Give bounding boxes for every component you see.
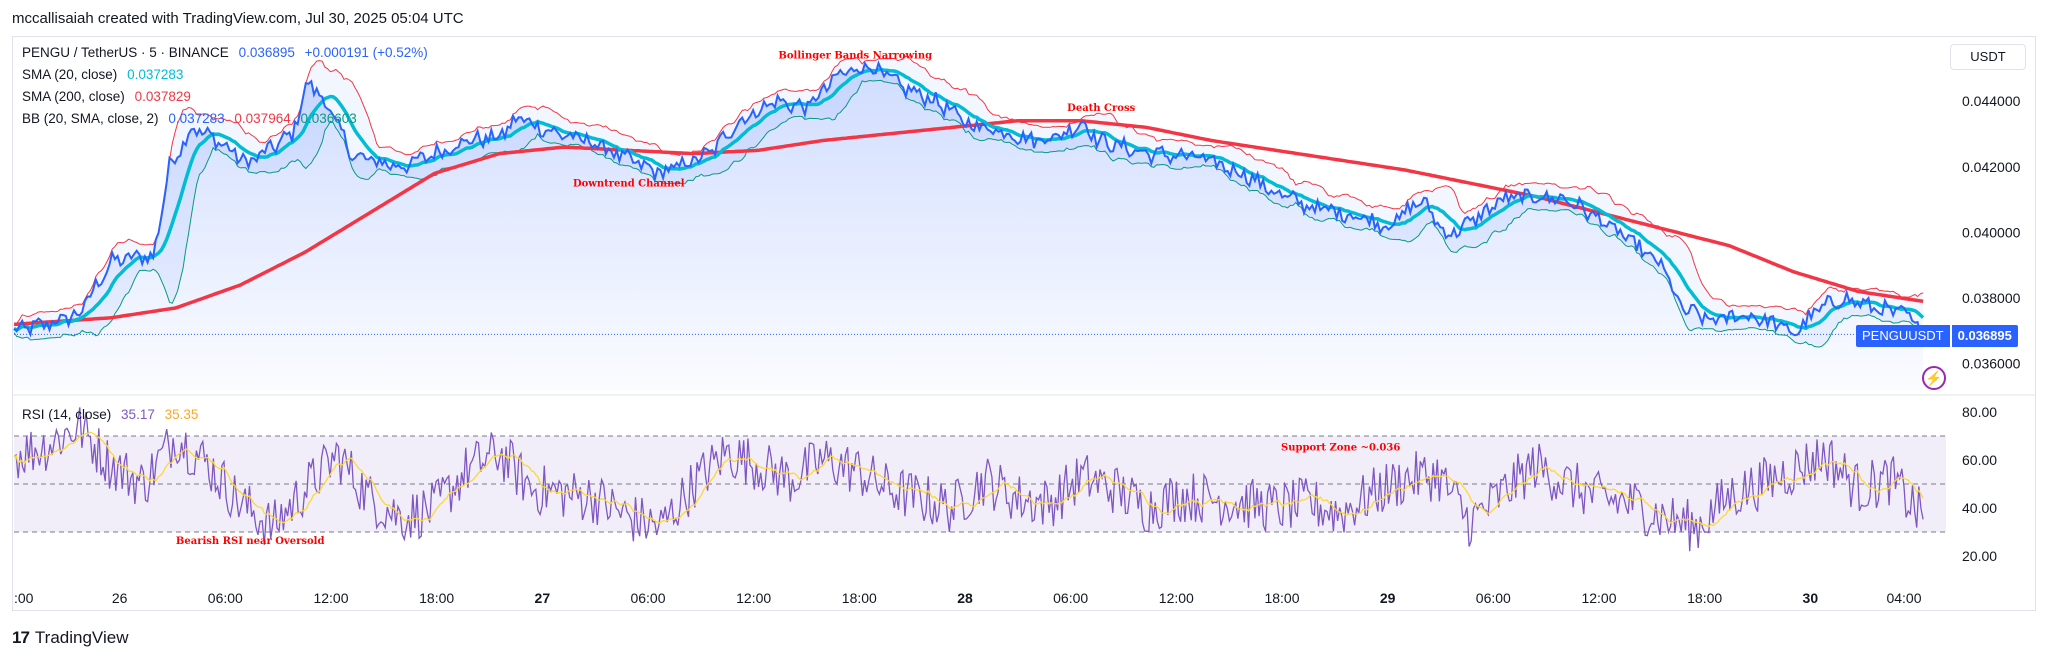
x-axis-tick: 26 — [112, 590, 128, 606]
chart-annotation: Bearish RSI near Oversold — [176, 536, 325, 547]
legend-sma200-label: SMA (200, close) — [22, 89, 125, 104]
x-axis-tick: 12:00 — [1581, 590, 1616, 606]
legend-main-change: +0.000191 (+0.52%) — [304, 45, 428, 60]
x-axis-tick: 06:00 — [1053, 590, 1088, 606]
x-axis-tick: 27 — [535, 590, 551, 606]
price-axis-tick: 0.044000 — [1962, 93, 2021, 109]
rsi-axis-tick: 20.00 — [1962, 548, 1997, 564]
x-axis-tick: 18:00 — [1264, 590, 1299, 606]
legend-rsi[interactable]: RSI (14, close) 35.17 35.35 — [22, 407, 204, 422]
sma20-line — [13, 67, 1925, 332]
x-axis-tick: 29 — [1380, 590, 1396, 606]
tradingview-logo-icon: 17 — [12, 628, 30, 647]
rsi-line — [13, 407, 1924, 552]
legend-sma20[interactable]: SMA (20, close) 0.037283 — [22, 67, 189, 82]
legend-bb-label: BB (20, SMA, close, 2) — [22, 111, 159, 126]
x-axis-tick: 06:00 — [630, 590, 665, 606]
legend-main[interactable]: PENGU / TetherUS · 5 · BINANCE 0.036895 … — [22, 45, 434, 60]
legend-bb[interactable]: BB (20, SMA, close, 2) 0.037283 0.037964… — [22, 111, 363, 126]
lightning-icon[interactable]: ⚡ — [1922, 366, 1946, 390]
legend-sma200[interactable]: SMA (200, close) 0.037829 — [22, 89, 197, 104]
x-axis-tick: 04:00 — [1886, 590, 1921, 606]
x-axis-tick: 18:00 — [419, 590, 454, 606]
x-axis-tick: 18:00 — [1687, 590, 1722, 606]
rsi-axis-tick: 60.00 — [1962, 452, 1997, 468]
chart-annotation: Bollinger Bands Narrowing — [778, 50, 932, 61]
tradingview-footer[interactable]: 17 TradingView — [12, 628, 128, 648]
x-axis-tick: 28 — [957, 590, 973, 606]
price-area-fill — [14, 63, 1924, 390]
x-axis-tick: 12:00 — [313, 590, 348, 606]
x-axis-tick: 18:00 — [842, 590, 877, 606]
x-axis-tick: 12:00 — [736, 590, 771, 606]
price-tag-symbol: PENGUUSDT — [1856, 325, 1950, 347]
price-axis-tick: 0.040000 — [1962, 224, 2021, 240]
price-line — [13, 60, 1924, 340]
rsi-axis-tick: 40.00 — [1962, 500, 1997, 516]
x-axis-tick: 06:00 — [1476, 590, 1511, 606]
price-tag-value: 0.036895 — [1951, 325, 2018, 347]
rsi-ma-line — [13, 431, 1924, 528]
bb-upper-line — [13, 55, 1924, 326]
price-axis-tick: 0.036000 — [1962, 356, 2021, 372]
currency-unit-button[interactable]: USDT — [1950, 44, 2026, 70]
bb-lower-line — [13, 79, 1924, 348]
footer-brand: TradingView — [34, 628, 129, 647]
legend-rsi-value: 35.17 — [121, 407, 155, 422]
x-axis-tick: :00 — [14, 590, 34, 606]
legend-bb-lower: 0.036603 — [300, 111, 357, 126]
legend-sma20-label: SMA (20, close) — [22, 67, 118, 82]
price-axis-tick: 0.038000 — [1962, 290, 2021, 306]
legend-sma200-value: 0.037829 — [134, 89, 191, 104]
last-price-tag: PENGUUSDT 0.036895 — [1856, 325, 2018, 347]
legend-rsi-ma-value: 35.35 — [164, 407, 199, 422]
price-axis-tick: 0.042000 — [1962, 159, 2021, 175]
x-axis-tick: 30 — [1803, 590, 1819, 606]
chart-annotation: Support Zone ~0.036 — [1281, 442, 1400, 453]
legend-rsi-label: RSI (14, close) — [22, 407, 112, 422]
x-axis-tick: 06:00 — [208, 590, 243, 606]
legend-main-price: 0.036895 — [238, 45, 295, 60]
legend-bb-upper: 0.037964 — [234, 111, 291, 126]
x-axis-tick: 12:00 — [1159, 590, 1194, 606]
legend-bb-basis: 0.037283 — [168, 111, 225, 126]
legend-symbol: PENGU / TetherUS · 5 · BINANCE — [22, 45, 229, 60]
rsi-axis-tick: 80.00 — [1962, 404, 1997, 420]
chart-annotation: Downtrend Channel — [573, 178, 685, 189]
chart-annotation: Death Cross — [1067, 103, 1135, 114]
legend-sma20-value: 0.037283 — [127, 67, 184, 82]
attribution-header: mccallisaiah created with TradingView.co… — [12, 10, 464, 27]
